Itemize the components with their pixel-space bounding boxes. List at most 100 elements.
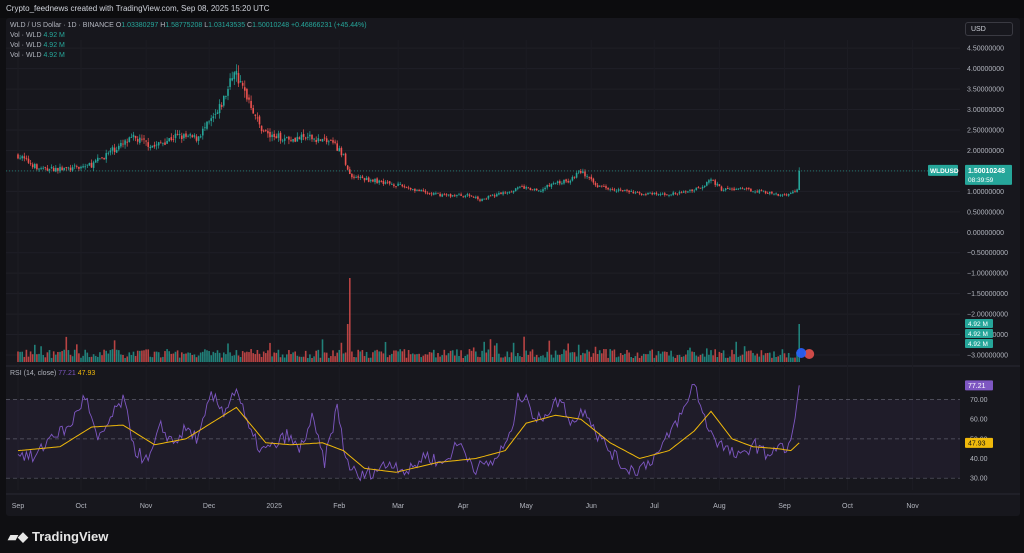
header-text: Crypto_feednews created with TradingView… [6, 4, 270, 13]
volume-bar [750, 350, 752, 362]
volume-bar [412, 353, 414, 362]
volume-bar [323, 352, 326, 362]
candle-body [218, 104, 221, 114]
volume-bar [208, 351, 210, 362]
volume-bar [745, 351, 748, 362]
candle-body [752, 191, 754, 193]
volume-bar [447, 353, 450, 362]
candle-body [82, 166, 84, 168]
candle-body [269, 131, 271, 138]
candle-body [647, 192, 649, 195]
volume-bar [724, 357, 727, 362]
candle-body [468, 194, 471, 196]
ohlc-o-label: O [115, 22, 122, 29]
volume-bar [376, 349, 378, 362]
rsi-ma-tag-bg [965, 437, 993, 448]
volume-bar [195, 357, 198, 362]
candle-body [750, 188, 752, 192]
volume-bar [374, 350, 376, 362]
candle-body [197, 136, 200, 141]
candle-body [548, 185, 551, 187]
volume-bar [63, 349, 65, 362]
volume-bar [758, 356, 761, 362]
candle-body [170, 137, 173, 141]
volume-bar [630, 357, 632, 362]
candle-body [332, 140, 334, 143]
candle-body [307, 136, 309, 138]
candle-body [216, 112, 219, 114]
volume-bar [617, 356, 620, 362]
candle-body [67, 167, 70, 169]
candle-body [63, 167, 65, 171]
volume-bar [189, 352, 191, 362]
candle-body [760, 190, 763, 192]
volume-bar [603, 349, 605, 362]
candle-body [361, 176, 364, 178]
candle-body [502, 192, 504, 195]
volume-bar [92, 354, 95, 362]
volume-bar [565, 350, 567, 362]
candle-body [695, 187, 698, 191]
time-axis-label: Feb [333, 503, 345, 510]
candle-body [139, 137, 141, 143]
volume-bar [544, 357, 546, 362]
candle-body [397, 183, 399, 186]
candle-body [634, 192, 637, 194]
candle-body [48, 169, 51, 171]
candle-body [792, 191, 794, 194]
volume-bar [559, 354, 561, 362]
candle-body [223, 95, 225, 106]
candle-body [80, 166, 82, 169]
volume-bar [90, 356, 93, 362]
volume-bar [685, 354, 687, 362]
volume-bar [619, 353, 622, 362]
volume-bar [743, 346, 746, 362]
candle-body [388, 181, 391, 184]
volume-bar [29, 351, 32, 362]
candle-body [588, 176, 590, 178]
candle-body [325, 138, 328, 143]
volume-bar [141, 350, 143, 362]
candle-body [262, 130, 265, 132]
candle-body [187, 135, 189, 137]
candle-body [714, 180, 716, 185]
volume-bar [622, 355, 624, 362]
candle-body [479, 199, 481, 201]
candle-body [202, 128, 204, 136]
candle-body [729, 188, 731, 190]
volume-bar [214, 352, 217, 362]
candle-body [594, 182, 597, 186]
candle-body [498, 193, 500, 195]
volume-bar [420, 357, 422, 362]
candle-body [460, 194, 462, 196]
volume-bar [332, 350, 334, 362]
candle-body [573, 176, 576, 178]
candle-body [685, 191, 687, 193]
volume-bar [151, 357, 154, 362]
candle-body [517, 187, 519, 189]
volume-bar [540, 355, 542, 362]
volume-bar [752, 352, 754, 362]
volume-bar [649, 350, 651, 362]
volume-bar [199, 352, 202, 362]
volume-bar [97, 356, 99, 362]
candle-body [353, 176, 355, 178]
volume-bar [605, 349, 607, 362]
candle-body [69, 167, 72, 171]
currency-button[interactable]: USD [965, 22, 1013, 36]
candle-body [311, 134, 313, 140]
candle-body [61, 167, 63, 171]
candle-body [105, 153, 107, 160]
candle-body [296, 136, 299, 142]
volume-bar [601, 353, 603, 362]
volume-bar [283, 357, 286, 362]
volume-bar [170, 353, 173, 362]
volume-bar [787, 352, 790, 362]
candle-body [487, 195, 490, 199]
candle-body [99, 158, 101, 160]
volume-bar [567, 343, 569, 362]
volume-bar [701, 353, 704, 362]
candle-body [483, 198, 485, 200]
volume-bar [269, 342, 271, 362]
